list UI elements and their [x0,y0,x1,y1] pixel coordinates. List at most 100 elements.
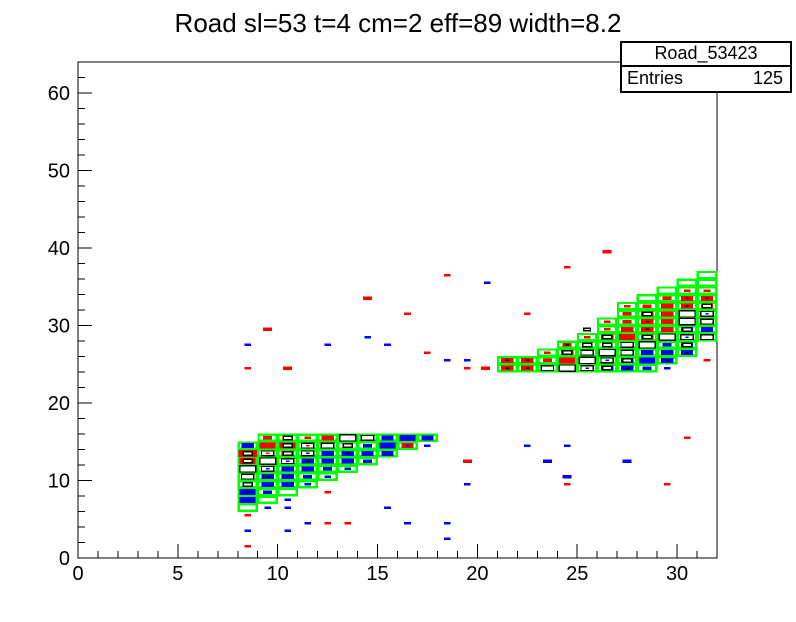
road-cell [696,278,718,288]
hit-box-black-dot [505,367,510,369]
hit-box-red [660,303,674,309]
road-cell [596,340,618,350]
hit-box-blue [304,521,311,525]
road-cell [257,495,279,505]
road-cell [696,325,718,334]
hit-box-black-dot [645,320,649,323]
road-cell [556,348,578,357]
hit-box-open [583,327,592,332]
hit-box-open [582,342,593,348]
road-cell [636,332,658,342]
road-cell [297,472,319,481]
hit-box-open [621,357,633,363]
hit-box-red [263,327,273,332]
road-cell [616,356,638,365]
hit-box-red [542,358,552,363]
hit-box-red [244,366,252,370]
hit-box-red [660,319,674,325]
road-cell [616,363,638,373]
road-cell [596,325,618,334]
hit-box-blue [266,468,270,470]
road-cell [616,325,638,334]
x-tick-label: 20 [466,563,488,585]
road-cell [656,294,678,303]
hit-box-blue [304,483,311,486]
x-tick-label: 25 [566,563,588,585]
hit-box-blue [344,467,351,471]
hit-box-red [324,490,331,494]
road-cell [696,301,718,311]
road-cell [676,340,698,350]
hit-box-red [464,366,471,370]
hit-box-red [660,311,674,317]
road-cell [257,487,279,497]
hit-box-open [540,365,555,372]
hit-box-red [603,320,611,323]
hit-box-blue [562,474,572,479]
hit-box-black-dot [685,351,689,354]
hit-box-red [563,483,571,486]
hit-box-red [404,312,411,316]
hit-box-blue [281,481,294,487]
road-cell [676,278,698,288]
road-cell [237,503,259,512]
road-cell [496,363,518,373]
road-cell [297,433,319,443]
y-tick-label: 60 [48,83,70,105]
hit-box-open [700,318,714,325]
road-cell [636,363,658,373]
hit-box-open [601,365,613,371]
hit-box-open [700,334,714,341]
road-cell [676,348,698,357]
y-tick-label: 40 [48,238,70,260]
hit-box-open [641,311,653,317]
hit-box-open [320,442,335,449]
hit-box-red [622,312,632,316]
road-cell [357,449,378,458]
hit-box-open [282,450,293,456]
histogram-title: Road sl=53 t=4 cm=2 eff=89 width=8.2 [174,8,622,38]
hit-box-blue [484,281,491,285]
hit-box-red [363,296,373,301]
hit-box-black-dot [685,297,689,300]
road-cell [676,301,698,311]
stats-box[interactable]: Road_53423 Entries 125 [620,41,792,93]
hit-box-red [424,351,431,354]
hit-box-blue [444,359,451,362]
hit-box-red [662,296,672,301]
road-cell [656,301,678,311]
hit-box-blue [284,529,291,533]
hit-box-red [244,545,252,548]
hit-box-open [242,481,253,487]
road-cell [337,449,358,458]
hit-box-black-dot [505,359,510,362]
x-tick-label: 10 [267,563,289,585]
hit-box-blue [424,444,431,447]
hit-box-blue [284,506,291,509]
hit-box-blue [301,466,314,472]
hit-box-open [259,457,277,465]
hit-box-blue [324,475,331,478]
hit-box-blue [381,435,394,441]
hit-box-blue [379,442,396,449]
road-cell [536,356,558,365]
hit-box-blue [261,481,274,487]
hit-box-red [344,521,351,525]
road-cell [656,340,678,350]
road-cell [277,433,299,443]
hit-box-open [342,443,353,449]
road-cell [656,286,678,295]
hit-box-red [524,312,531,316]
hit-box-open [562,350,573,356]
hit-box-black-dot [685,305,689,307]
hit-box-blue [642,366,652,370]
hit-box-blue [323,467,333,471]
road-cell [317,472,338,481]
hit-box-red [244,514,252,517]
hit-box-black-dot [565,344,569,346]
hit-box-black-dot [525,359,529,362]
hit-box-blue [244,529,252,533]
road-cell [696,270,718,280]
x-tick-label: 5 [172,563,183,585]
